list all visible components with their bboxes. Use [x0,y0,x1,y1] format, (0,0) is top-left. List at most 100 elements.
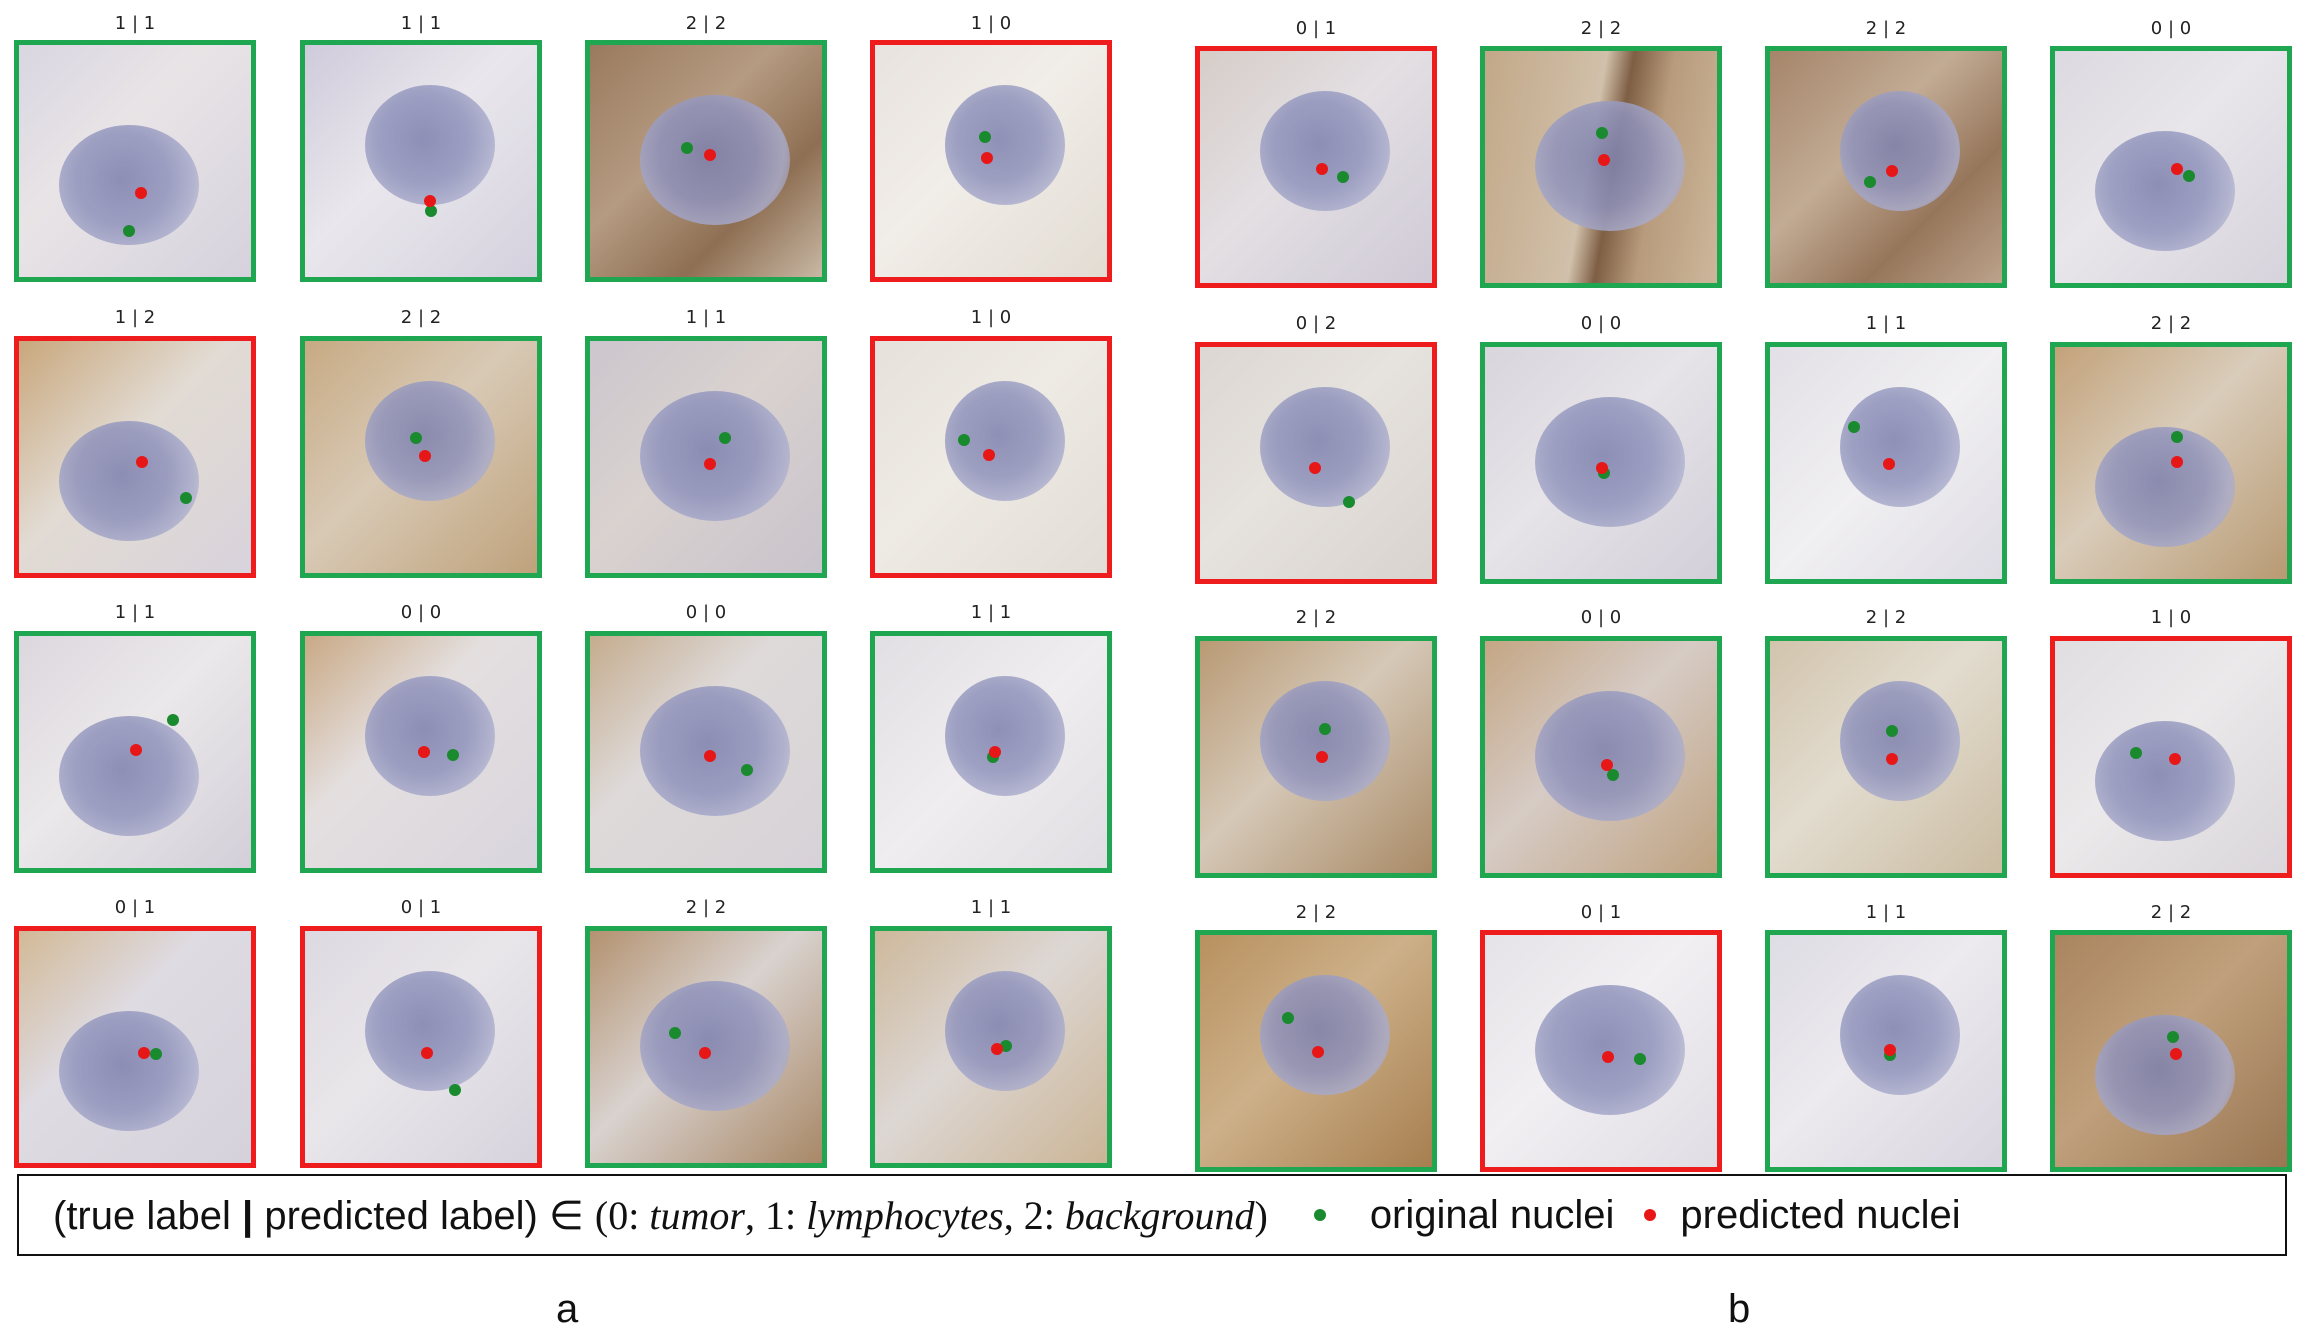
tile-caption: 1 | 0 [2150,607,2192,628]
tile-caption: 2 | 2 [400,307,442,328]
nucleus-blob [1535,397,1685,527]
nucleus-blob [945,85,1065,205]
predicted-nucleus-dot [981,152,993,164]
tile-caption: 2 | 2 [2150,313,2192,334]
original-nucleus-dot [1864,176,1876,188]
tile-caption: 0 | 0 [2150,18,2192,39]
predicted-nucleus-dot [1309,462,1321,474]
tile-caption: 2 | 2 [685,13,727,34]
predicted-nucleus-dot [1312,1046,1324,1058]
nucleus-blob [365,85,495,205]
predicted-nucleus-dot [138,1047,150,1059]
original-nucleus-dot [447,749,459,761]
original-nucleus-dot [1282,1012,1294,1024]
original-nucleus-dot [1337,171,1349,183]
tile-caption: 2 | 2 [1865,607,1907,628]
tile-caption: 1 | 1 [400,13,442,34]
nucleus-blob [365,676,495,796]
tile-caption: 0 | 0 [685,602,727,623]
nucleus-blob [2095,131,2235,251]
original-nucleus-dot [1607,769,1619,781]
predicted-nucleus-dot [2170,1048,2182,1060]
predicted-nucleus-dot [989,746,1001,758]
nucleus-blob [640,686,790,816]
nucleus-patch-correct [585,631,827,873]
panel-b: 0 | 1 2 | 2 2 | 2 0 | 0 0 | 2 0 | 0 1 | 1 2 | 2… [1153,0,2306,1180]
tile-caption: 1 | 1 [1865,902,1907,923]
predicted-nucleus-dot [1886,753,1898,765]
original-nucleus-dot [1596,127,1608,139]
original-nucleus-dot [1848,421,1860,433]
nucleus-blob [1260,975,1390,1095]
nucleus-blob [1535,101,1685,231]
nucleus-patch-correct [14,631,256,873]
nucleus-blob [1840,681,1960,801]
legend-paren-close: ) [1254,1192,1268,1238]
predicted-nucleus-dot [704,750,716,762]
nucleus-patch-misclassified [870,40,1112,282]
nucleus-blob [59,1011,199,1131]
tile-caption: 1 | 1 [970,602,1012,623]
legend-class-1: lymphocytes [806,1192,1004,1238]
tile-caption: 1 | 1 [1865,313,1907,334]
predicted-nucleus-dot [1886,165,1898,177]
original-nucleus-dot [1634,1053,1646,1065]
nucleus-patch-correct [14,40,256,282]
nucleus-patch-correct [300,40,542,282]
original-nucleus-dot [2183,170,2195,182]
predicted-nucleus-dot [2171,456,2183,468]
original-nucleus-dot [1319,723,1331,735]
tile-caption: 1 | 1 [970,897,1012,918]
original-nucleus-dot [449,1084,461,1096]
nucleus-blob [1840,91,1960,211]
original-nucleus-dot [180,492,192,504]
nucleus-patch-correct [1765,930,2007,1172]
nucleus-patch-correct [585,926,827,1168]
nucleus-patch-correct [1765,342,2007,584]
tile-caption: 0 | 0 [400,602,442,623]
tile-caption: 2 | 2 [1295,607,1337,628]
nucleus-patch-correct [300,631,542,873]
nucleus-patch-correct [585,40,827,282]
nucleus-patch-correct [1480,636,1722,878]
nucleus-patch-correct [1765,46,2007,288]
original-nucleus-dot [2167,1031,2179,1043]
legend-class-0: tumor [649,1192,745,1238]
predicted-nucleus-dot [1596,462,1608,474]
original-nucleus-dot [1343,496,1355,508]
green-dot-icon [1313,1209,1326,1221]
predicted-nucleus-dot [1598,154,1610,166]
legend-box: (true label | predicted label) ∈ (0: tum… [17,1174,2287,1256]
legend-sep2: , 2: [1003,1192,1065,1238]
tile-caption: 0 | 2 [1295,313,1337,334]
tile-caption: 1 | 0 [970,307,1012,328]
nucleus-blob [1535,691,1685,821]
legend-open: (true label [53,1193,231,1238]
original-nucleus-dot [410,432,422,444]
nucleus-patch-misclassified [300,926,542,1168]
panel-a: 1 | 1 1 | 1 2 | 2 1 | 0 1 | 2 2 | 2 1 | 1 1 | 0… [0,0,1153,1180]
original-nucleus-dot [2171,431,2183,443]
legend-close: predicted label) [264,1193,538,1238]
predicted-nucleus-dot [1601,759,1613,771]
nucleus-blob [945,676,1065,796]
nucleus-blob [640,981,790,1111]
nucleus-blob [2095,1015,2235,1135]
tile-caption: 1 | 1 [685,307,727,328]
original-nucleus-dot [2130,747,2142,759]
tile-caption: 0 | 0 [1580,607,1622,628]
legend-original-label: original nuclei [1369,1192,1615,1237]
original-nucleus-dot [681,142,693,154]
predicted-nucleus-dot [704,458,716,470]
nucleus-blob [2095,427,2235,547]
predicted-nucleus-dot [704,149,716,161]
predicted-nucleus-dot [135,187,147,199]
predicted-nucleus-dot [1316,163,1328,175]
tile-caption: 2 | 2 [1865,18,1907,39]
predicted-nucleus-dot [418,746,430,758]
legend-formula: (true label | predicted label) ∈ (0: tum… [53,1192,1268,1239]
tile-caption: 0 | 1 [114,897,156,918]
original-nucleus-dot [669,1027,681,1039]
original-nucleus-dot [741,764,753,776]
nucleus-patch-misclassified [1195,342,1437,584]
